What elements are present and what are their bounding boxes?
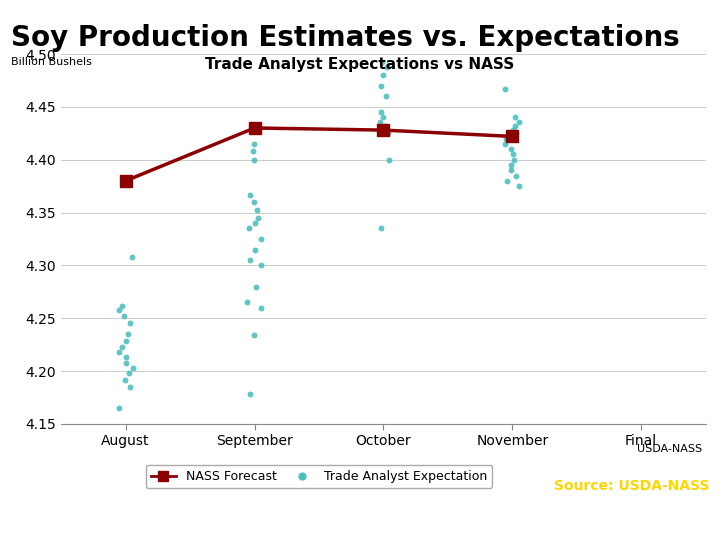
Point: [376, 82, 387, 90]
Point: [500, 134, 512, 143]
Point: [241, 298, 253, 307]
Point: [510, 122, 521, 130]
Point: [248, 139, 260, 148]
Point: [500, 85, 511, 93]
Point: [381, 62, 392, 71]
Point: [505, 166, 517, 174]
Point: [244, 390, 256, 399]
Point: [244, 190, 256, 199]
Legend: NASS Forecast, Trade Analyst Expectation: NASS Forecast, Trade Analyst Expectation: [145, 465, 492, 488]
Point: [117, 301, 128, 310]
Point: [256, 261, 267, 269]
Point: [508, 156, 520, 164]
Point: [120, 353, 132, 362]
Point: [509, 113, 521, 122]
Point: [505, 145, 517, 153]
Point: [120, 358, 132, 367]
Point: [122, 330, 134, 339]
Text: IOWA STATE UNIVERSITY: IOWA STATE UNIVERSITY: [13, 476, 323, 496]
Point: [119, 375, 130, 384]
Point: [377, 113, 388, 122]
Point: [125, 319, 136, 328]
Text: Extension and Outreach/Department of Economics: Extension and Outreach/Department of Eco…: [13, 516, 330, 529]
Point: [377, 58, 388, 67]
Point: [127, 363, 139, 372]
Point: [383, 156, 395, 164]
Point: [377, 71, 389, 79]
Point: [125, 383, 136, 391]
Point: [380, 92, 392, 100]
Point: [382, 129, 393, 138]
Point: [379, 122, 390, 130]
Point: [507, 150, 518, 159]
Text: USDA-NASS: USDA-NASS: [637, 443, 702, 454]
Point: [113, 404, 125, 413]
Point: [243, 224, 255, 233]
Text: Source: USDA-NASS: Source: USDA-NASS: [554, 478, 709, 492]
Point: [513, 117, 525, 126]
Text: Billion Bushels: Billion Bushels: [11, 57, 91, 67]
Point: [251, 206, 263, 215]
Text: Trade Analyst Expectations vs NASS: Trade Analyst Expectations vs NASS: [205, 57, 515, 72]
Point: [120, 337, 131, 346]
Point: [248, 331, 259, 340]
Point: [251, 282, 262, 291]
Point: [249, 219, 261, 227]
Point: [113, 348, 125, 356]
Point: [123, 369, 135, 377]
Point: [126, 253, 138, 261]
Point: [255, 234, 266, 243]
Point: [510, 171, 522, 180]
Point: [256, 303, 267, 312]
Point: [502, 177, 513, 185]
Point: [513, 182, 524, 191]
Text: Soy Production Estimates vs. Expectations: Soy Production Estimates vs. Expectation…: [11, 24, 680, 52]
Point: [117, 342, 128, 351]
Point: [374, 117, 386, 126]
Text: Ag Decision Maker: Ag Decision Maker: [550, 515, 709, 530]
Point: [248, 198, 260, 206]
Point: [253, 213, 264, 222]
Point: [505, 161, 517, 170]
Point: [250, 245, 261, 254]
Point: [113, 306, 125, 314]
Point: [507, 126, 518, 134]
Point: [376, 224, 387, 233]
Point: [510, 129, 521, 138]
Point: [375, 108, 387, 117]
Point: [245, 256, 256, 265]
Point: [375, 126, 387, 134]
Point: [248, 156, 260, 164]
Point: [118, 312, 130, 320]
Point: [499, 139, 510, 148]
Point: [247, 147, 258, 156]
